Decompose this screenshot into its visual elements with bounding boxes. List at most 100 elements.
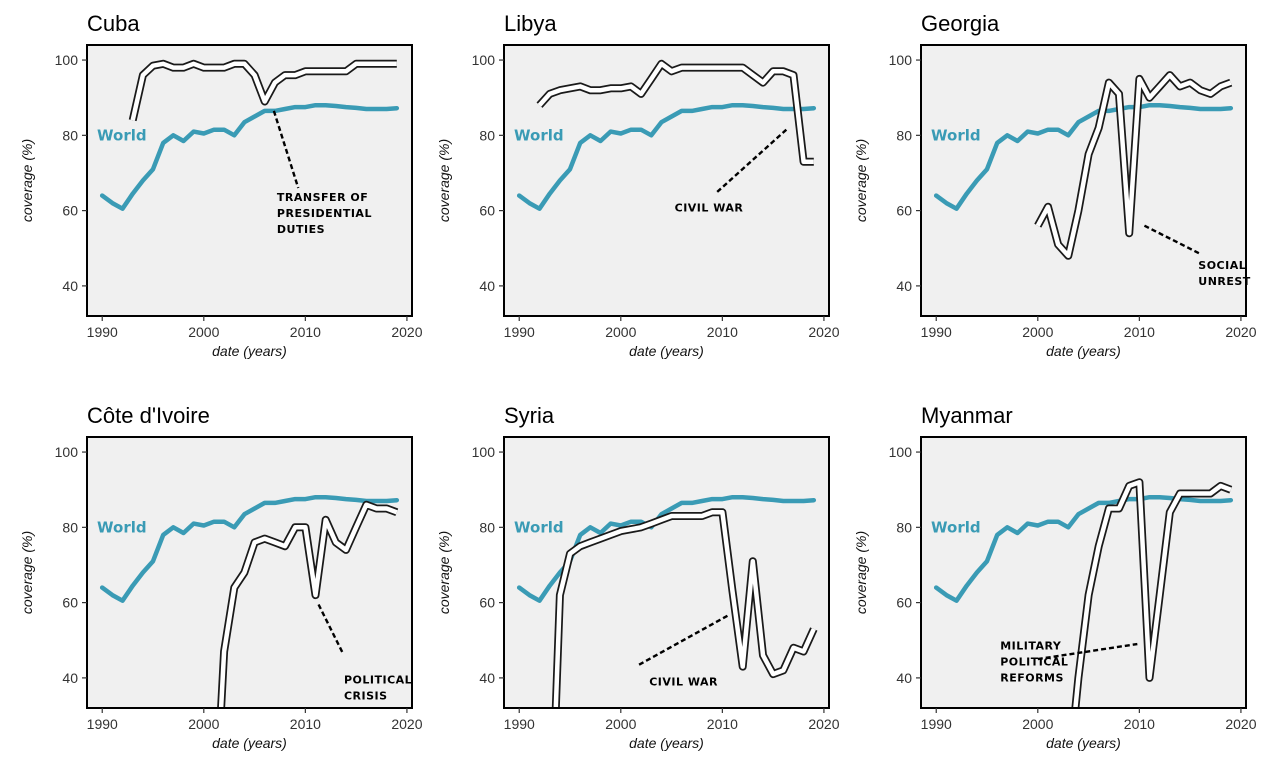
panel-title: Libya [504,11,557,36]
x-tick-label: 2000 [605,324,636,340]
plot-frame [86,436,413,709]
country-line-fill [1035,72,1232,259]
annotation-text: PRESIDENTIAL [277,207,372,220]
x-tick-label: 2010 [1124,716,1155,732]
x-tick-label: 2010 [707,324,738,340]
x-tick-label: 2000 [188,324,219,340]
y-tick-label: 40 [896,278,912,294]
y-tick-label: 80 [62,519,78,535]
x-tick-label: 2010 [290,716,321,732]
y-tick-label: 60 [62,595,78,611]
panel-myanmar: Myanmar World MILITARY POLITICAL REFORMS 40 60… [853,403,1257,751]
annotation-text: MILITARY [1000,640,1062,653]
panel-title: Côte d'Ivoire [87,403,210,428]
x-tick-label: 2000 [188,716,219,732]
plot-area [99,494,400,708]
y-tick-label: 100 [55,444,79,460]
x-tick-label: 2020 [391,716,422,732]
panel-libya: Libya World CIVIL WAR 40 60 80 100 1990 2000 2010… [436,11,840,359]
panel-syria: Syria World CIVIL WAR 40 60 80 100 1990 2000 2010… [436,403,840,751]
y-tick-label: 100 [889,444,913,460]
x-tick-label: 1990 [921,716,952,732]
x-tick-label: 2020 [391,324,422,340]
x-tick-label: 2010 [1124,324,1155,340]
y-tick-label: 100 [55,52,79,68]
plot-area [516,494,818,708]
y-tick-label: 60 [479,203,495,219]
x-tick-label: 2000 [605,716,636,732]
country-line-fill [1073,479,1232,708]
x-tick-label: 2000 [1022,716,1053,732]
plot-area [99,59,400,211]
x-axis-label: date (years) [1046,735,1121,751]
country-line-fill [218,502,398,708]
world-series-label: World [931,518,981,536]
panel-cuba: Cuba World TRANSFER OF PRESIDENTIAL DUTIES 40… [19,11,423,359]
y-tick-label: 100 [472,444,496,460]
x-axis-label: date (years) [212,735,287,751]
y-axis-label: coverage (%) [853,531,869,614]
y-tick-label: 40 [62,278,78,294]
annotation-text: CRISIS [344,690,388,703]
plot-area [516,59,817,211]
annotation-leader [638,614,729,666]
y-tick-label: 80 [479,519,495,535]
annotation-leader [1143,224,1201,255]
annotation-text: UNREST [1198,275,1251,288]
y-axis-label: coverage (%) [436,531,452,614]
country-line-fill [130,61,397,121]
y-tick-label: 60 [896,203,912,219]
annotation-leader [317,603,345,654]
annotation-text: SOCIAL [1198,259,1246,272]
x-tick-label: 2020 [808,324,839,340]
x-axis-label: date (years) [1046,343,1121,359]
x-axis-label: date (years) [212,343,287,359]
panel-georgia: Georgia World SOCIAL UNREST 40 60 80 100 1990 200… [853,11,1257,359]
world-line [99,494,400,603]
x-tick-label: 1990 [504,716,535,732]
plot-frame [920,436,1247,709]
x-tick-label: 1990 [504,324,535,340]
world-series-label: World [931,126,981,144]
x-tick-label: 2010 [707,716,738,732]
world-series-label: World [97,126,147,144]
y-tick-label: 60 [896,595,912,611]
plot-frame [86,44,413,317]
annotation-text: CIVIL WAR [649,675,718,688]
panel-title: Cuba [87,11,140,36]
plot-frame [920,44,1247,317]
y-tick-label: 80 [896,127,912,143]
annotation-text: POLITICAL [344,674,412,687]
country-line-fill [537,61,814,164]
annotation-text: TRANSFER OF [277,191,368,204]
y-tick-label: 40 [896,670,912,686]
world-line [933,102,1234,211]
x-tick-label: 1990 [87,716,118,732]
x-tick-label: 2020 [1225,716,1256,732]
y-axis-label: coverage (%) [853,139,869,222]
y-tick-label: 100 [472,52,496,68]
x-tick-label: 2000 [1022,324,1053,340]
x-tick-label: 2020 [808,716,839,732]
panel-c-te-d-ivoire: Côte d'Ivoire World POLITICAL CRISIS 40 60 80 1… [19,403,423,751]
annotation-text: REFORMS [1000,672,1064,685]
y-tick-label: 80 [62,127,78,143]
y-tick-label: 40 [479,278,495,294]
plot-area [933,478,1234,708]
y-tick-label: 80 [479,127,495,143]
panel-title: Myanmar [921,403,1013,428]
plot-frame [503,44,830,317]
panel-title: Syria [504,403,555,428]
country-line-fill [553,510,816,708]
x-axis-label: date (years) [629,735,704,751]
y-axis-label: coverage (%) [19,139,35,222]
x-tick-label: 1990 [87,324,118,340]
world-series-label: World [514,518,564,536]
annotation-leader [1037,642,1138,661]
y-tick-label: 40 [479,670,495,686]
y-tick-label: 40 [62,670,78,686]
annotation-leader [272,110,300,189]
y-tick-label: 60 [479,595,495,611]
plot-frame [503,436,830,709]
